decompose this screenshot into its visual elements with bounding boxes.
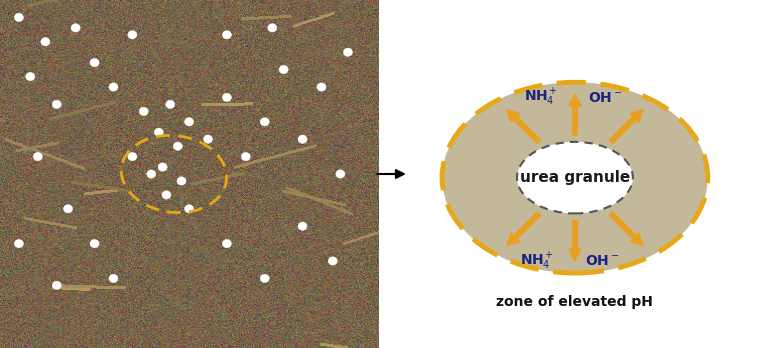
Circle shape [90, 58, 99, 67]
Circle shape [173, 142, 183, 150]
Circle shape [158, 163, 167, 171]
Circle shape [222, 31, 231, 39]
Text: NH$_4^+$: NH$_4^+$ [520, 251, 555, 272]
Text: NH$_4^+$: NH$_4^+$ [524, 87, 558, 108]
FancyArrow shape [568, 94, 581, 135]
Circle shape [329, 257, 338, 265]
Circle shape [261, 118, 269, 126]
Circle shape [154, 128, 163, 136]
Circle shape [343, 48, 352, 56]
Circle shape [34, 152, 42, 161]
Text: OH$^-$: OH$^-$ [588, 90, 623, 105]
Circle shape [317, 83, 326, 91]
Circle shape [90, 239, 99, 248]
Circle shape [139, 107, 148, 116]
Circle shape [185, 118, 193, 126]
Circle shape [15, 239, 24, 248]
Circle shape [267, 24, 277, 32]
Circle shape [241, 152, 251, 161]
Circle shape [185, 205, 193, 213]
Ellipse shape [517, 142, 633, 213]
Circle shape [15, 13, 24, 22]
Circle shape [26, 72, 35, 81]
Circle shape [177, 177, 186, 185]
Circle shape [128, 31, 137, 39]
FancyArrow shape [610, 110, 643, 143]
Circle shape [52, 100, 61, 109]
Ellipse shape [442, 82, 707, 273]
FancyArrow shape [507, 110, 540, 143]
Circle shape [109, 83, 118, 91]
Circle shape [109, 274, 118, 283]
Circle shape [336, 170, 345, 178]
Circle shape [166, 100, 175, 109]
Text: urea granule: urea granule [520, 170, 630, 185]
Circle shape [222, 239, 231, 248]
Circle shape [71, 24, 80, 32]
Circle shape [298, 222, 307, 230]
FancyArrow shape [568, 221, 581, 261]
Circle shape [279, 65, 288, 74]
Circle shape [203, 135, 212, 143]
Circle shape [52, 281, 61, 290]
Text: zone of elevated pH: zone of elevated pH [497, 295, 653, 309]
Circle shape [40, 38, 50, 46]
FancyArrow shape [507, 212, 540, 246]
Circle shape [63, 205, 73, 213]
Circle shape [147, 170, 156, 178]
Circle shape [298, 135, 307, 143]
FancyArrow shape [610, 212, 643, 246]
Circle shape [162, 191, 171, 199]
Circle shape [222, 93, 231, 102]
Circle shape [128, 152, 137, 161]
Circle shape [261, 274, 269, 283]
Text: OH$^-$: OH$^-$ [585, 254, 620, 268]
